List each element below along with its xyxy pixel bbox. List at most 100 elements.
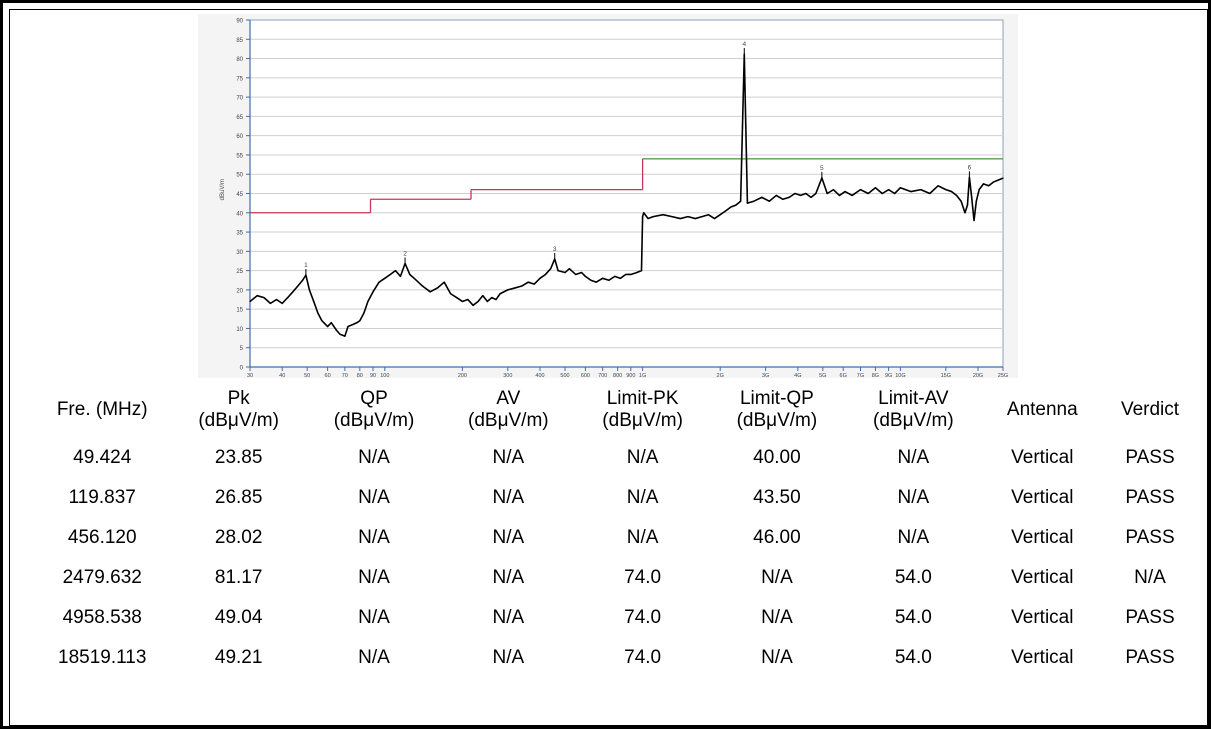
table-cell: PASS [1125,607,1175,628]
column-header: Verdict [1102,382,1198,438]
x-tick-label: 9G [885,373,892,378]
trace-point [966,204,969,206]
trace-point [482,295,484,297]
x-tick-label: 1G [639,373,646,378]
trace-point [973,219,975,222]
trace-point [625,273,627,276]
column-header: Limit-AV (dBμV/m) [844,382,983,438]
trace-point [351,323,354,326]
x-tick-label: 5G [819,373,826,378]
trace-point [945,189,947,191]
y-axis-label: dBuV/m [220,179,226,200]
table-cell: 54.0 [894,607,932,628]
trace-point [429,291,431,293]
peak-marker-label: 6 [968,164,972,171]
table-cell: 54.0 [894,567,932,588]
table-cell: N/A [626,527,659,548]
trace-point [859,189,862,191]
trace-point [521,285,523,287]
trace-point [269,302,272,304]
y-tick-label: 20 [236,288,243,294]
table-cell: N/A [761,567,793,588]
trace-point [753,200,755,202]
trace-point [550,268,552,270]
y-tick-label: 80 [236,57,243,63]
x-tick-label: 4G [794,373,801,378]
y-tick-label: 5 [240,346,244,352]
trace-point [636,271,638,274]
trace-point [575,273,577,276]
trace-point [491,297,493,299]
trace-point [851,194,853,197]
trace-point [256,295,258,297]
x-tick-label: 50 [304,373,310,378]
trace-point [662,214,664,216]
trace-point [363,312,365,314]
trace-point [894,192,896,195]
table-header-row: Fre. (MHz) Pk (dBμV/m) QP (dBμV/m) AV (dBμV/m)… [34,382,1198,438]
trace-point [730,206,732,208]
table-row: 2479.632 81.17 N/A N/A 74.0 N/A 54.0 Vertical N/… [34,558,1198,598]
trace-point [344,335,346,337]
table-cell: Vertical [1011,567,1074,588]
trace-point [467,298,469,301]
trace-point [595,281,597,283]
table-cell: 26.85 [214,487,263,508]
trace-point [910,190,912,193]
trace-point [740,200,742,202]
table-cell: N/A [492,527,525,548]
table-cell: N/A [897,447,930,468]
trace-point [735,204,737,206]
trace-point [394,270,397,272]
x-tick-label: 500 [560,373,569,378]
table-cell: N/A [492,567,525,588]
table-cell: N/A [358,607,390,628]
table-cell: PASS [1125,447,1175,468]
column-header: Antenna [983,382,1102,438]
trace-point [581,271,583,274]
table-cell: N/A [358,647,390,668]
trace-point [539,277,541,279]
trace-point [249,300,251,303]
table-row: 119.837 26.85 N/A N/A N/A 43.50 N/A Vertical PAS… [34,478,1198,518]
peak-marker-label: 2 [403,250,407,257]
x-tick-label: 200 [458,373,467,378]
x-tick-label: 400 [535,373,544,378]
column-header-line: AV [496,388,521,409]
trace-point [640,270,643,272]
trace-point [461,300,464,303]
trace-point [867,192,869,195]
trace-point [389,273,391,276]
column-header: AV (dBμV/m) [441,382,575,438]
column-header: Limit-PK (dBμV/m) [575,382,709,438]
table-cell: N/A [492,607,525,628]
table-cell: 49.424 [73,447,132,468]
table-cell: PASS [1125,527,1175,548]
trace-point [782,198,784,200]
table-cell: 18519.113 [58,647,147,668]
table-cell: 49.04 [214,607,263,628]
table-cell: 49.21 [214,647,263,668]
results-table: Fre. (MHz) Pk (dBμV/m) QP (dBμV/m) AV (dBμV/m)… [34,382,1198,678]
trace-point [694,217,696,220]
table-cell: N/A [761,607,793,628]
table-cell: Vertical [1011,527,1074,548]
y-tick-label: 15 [236,308,243,314]
table-row: 4958.538 49.04 N/A N/A 74.0 N/A 54.0 Vertical PA… [34,598,1198,638]
trace-point [327,325,329,328]
table-cell: N/A [1134,567,1166,588]
x-tick-label: 8G [872,373,879,378]
table-cell: 2479.632 [62,567,142,588]
y-tick-label: 10 [236,327,243,333]
trace-point [533,283,535,285]
trace-point [993,181,995,183]
trace-point [929,192,931,195]
table-cell: 456.120 [67,527,137,548]
peak-marker-label: 4 [742,41,746,48]
inner-frame [9,9,1208,726]
trace-point [832,189,835,191]
trace-point [436,287,439,289]
trace-point [988,185,990,187]
trace-point [619,277,621,279]
trace-point [477,300,479,303]
